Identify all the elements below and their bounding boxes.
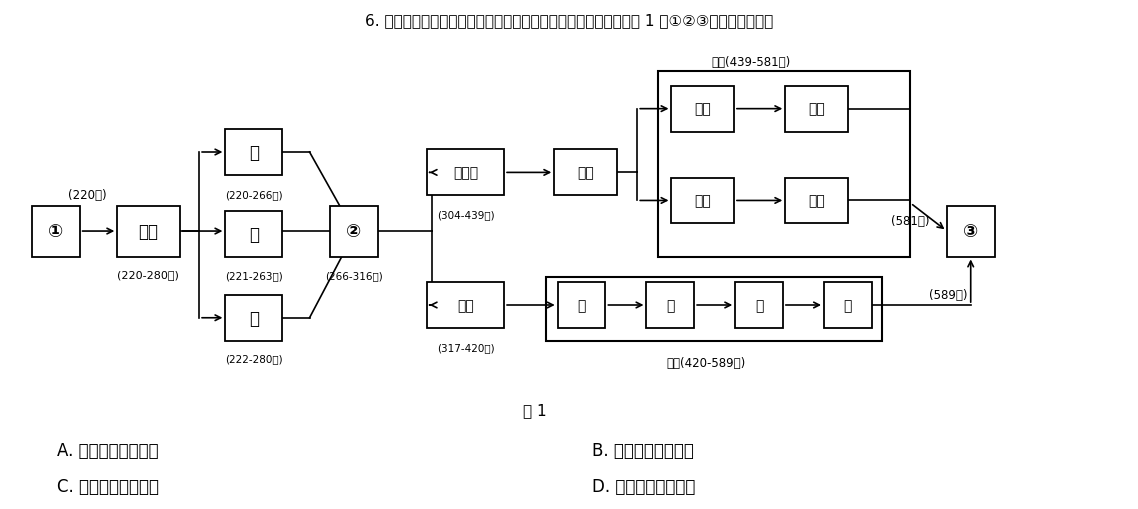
- Text: 蜀: 蜀: [249, 225, 258, 243]
- FancyBboxPatch shape: [947, 206, 995, 257]
- Text: 6. 作为史学基本属性之一的时序性是时空观念的重要组成部分。图 1 中①②③处对应的朝代是: 6. 作为史学基本属性之一的时序性是时空观念的重要组成部分。图 1 中①②③处对…: [365, 13, 773, 27]
- Text: (317-420年): (317-420年): [437, 342, 494, 352]
- Text: 南朝(420-589年): 南朝(420-589年): [666, 356, 745, 369]
- FancyBboxPatch shape: [330, 206, 378, 257]
- FancyBboxPatch shape: [427, 150, 504, 196]
- Text: 齐: 齐: [666, 298, 675, 313]
- Text: 北齐: 北齐: [808, 102, 825, 117]
- Text: 图 1: 图 1: [523, 402, 546, 417]
- FancyBboxPatch shape: [785, 178, 848, 224]
- Text: 三国: 三国: [139, 222, 158, 241]
- Text: 魏: 魏: [249, 144, 258, 162]
- Text: (222-280年): (222-280年): [225, 354, 282, 364]
- FancyBboxPatch shape: [225, 295, 282, 341]
- Text: 北周: 北周: [808, 194, 825, 208]
- Text: 东晋: 东晋: [457, 298, 473, 313]
- FancyBboxPatch shape: [554, 150, 617, 196]
- Text: 十六国: 十六国: [453, 166, 478, 180]
- Text: 陈: 陈: [843, 298, 852, 313]
- Text: 梁: 梁: [754, 298, 764, 313]
- Text: (581年): (581年): [891, 215, 930, 228]
- FancyBboxPatch shape: [785, 87, 848, 132]
- Text: 西魏: 西魏: [694, 194, 711, 208]
- Text: (589年): (589年): [929, 289, 967, 302]
- FancyBboxPatch shape: [225, 211, 282, 257]
- Text: C. 东汉、西晋、隋朝: C. 东汉、西晋、隋朝: [57, 477, 159, 495]
- Text: (220-266年): (220-266年): [225, 190, 282, 200]
- FancyBboxPatch shape: [735, 282, 783, 328]
- Text: (304-439年): (304-439年): [437, 210, 494, 220]
- Text: (220-280年): (220-280年): [117, 270, 179, 280]
- Text: (220年): (220年): [68, 188, 107, 202]
- Text: (266-316年): (266-316年): [325, 271, 382, 281]
- Text: (221-263年): (221-263年): [225, 271, 282, 281]
- Text: A. 东汉、新朝、唐朝: A. 东汉、新朝、唐朝: [57, 441, 158, 460]
- FancyBboxPatch shape: [646, 282, 694, 328]
- Text: 东魏: 东魏: [694, 102, 711, 117]
- FancyBboxPatch shape: [558, 282, 605, 328]
- Text: ②: ②: [346, 222, 362, 241]
- Text: D. 西汉、隋朝、唐朝: D. 西汉、隋朝、唐朝: [592, 477, 695, 495]
- Text: 北朝(439-581年): 北朝(439-581年): [711, 55, 791, 69]
- FancyBboxPatch shape: [117, 206, 180, 257]
- Text: ①: ①: [48, 222, 64, 241]
- FancyBboxPatch shape: [824, 282, 872, 328]
- FancyBboxPatch shape: [32, 206, 80, 257]
- FancyBboxPatch shape: [671, 178, 734, 224]
- FancyBboxPatch shape: [427, 282, 504, 328]
- FancyBboxPatch shape: [671, 87, 734, 132]
- FancyBboxPatch shape: [225, 130, 282, 176]
- Text: 吴: 吴: [249, 309, 258, 327]
- Text: 北魏: 北魏: [577, 166, 594, 180]
- Text: ③: ③: [963, 222, 979, 241]
- Text: 宋: 宋: [577, 298, 586, 313]
- Text: B. 东汉、西晋、唐朝: B. 东汉、西晋、唐朝: [592, 441, 694, 460]
